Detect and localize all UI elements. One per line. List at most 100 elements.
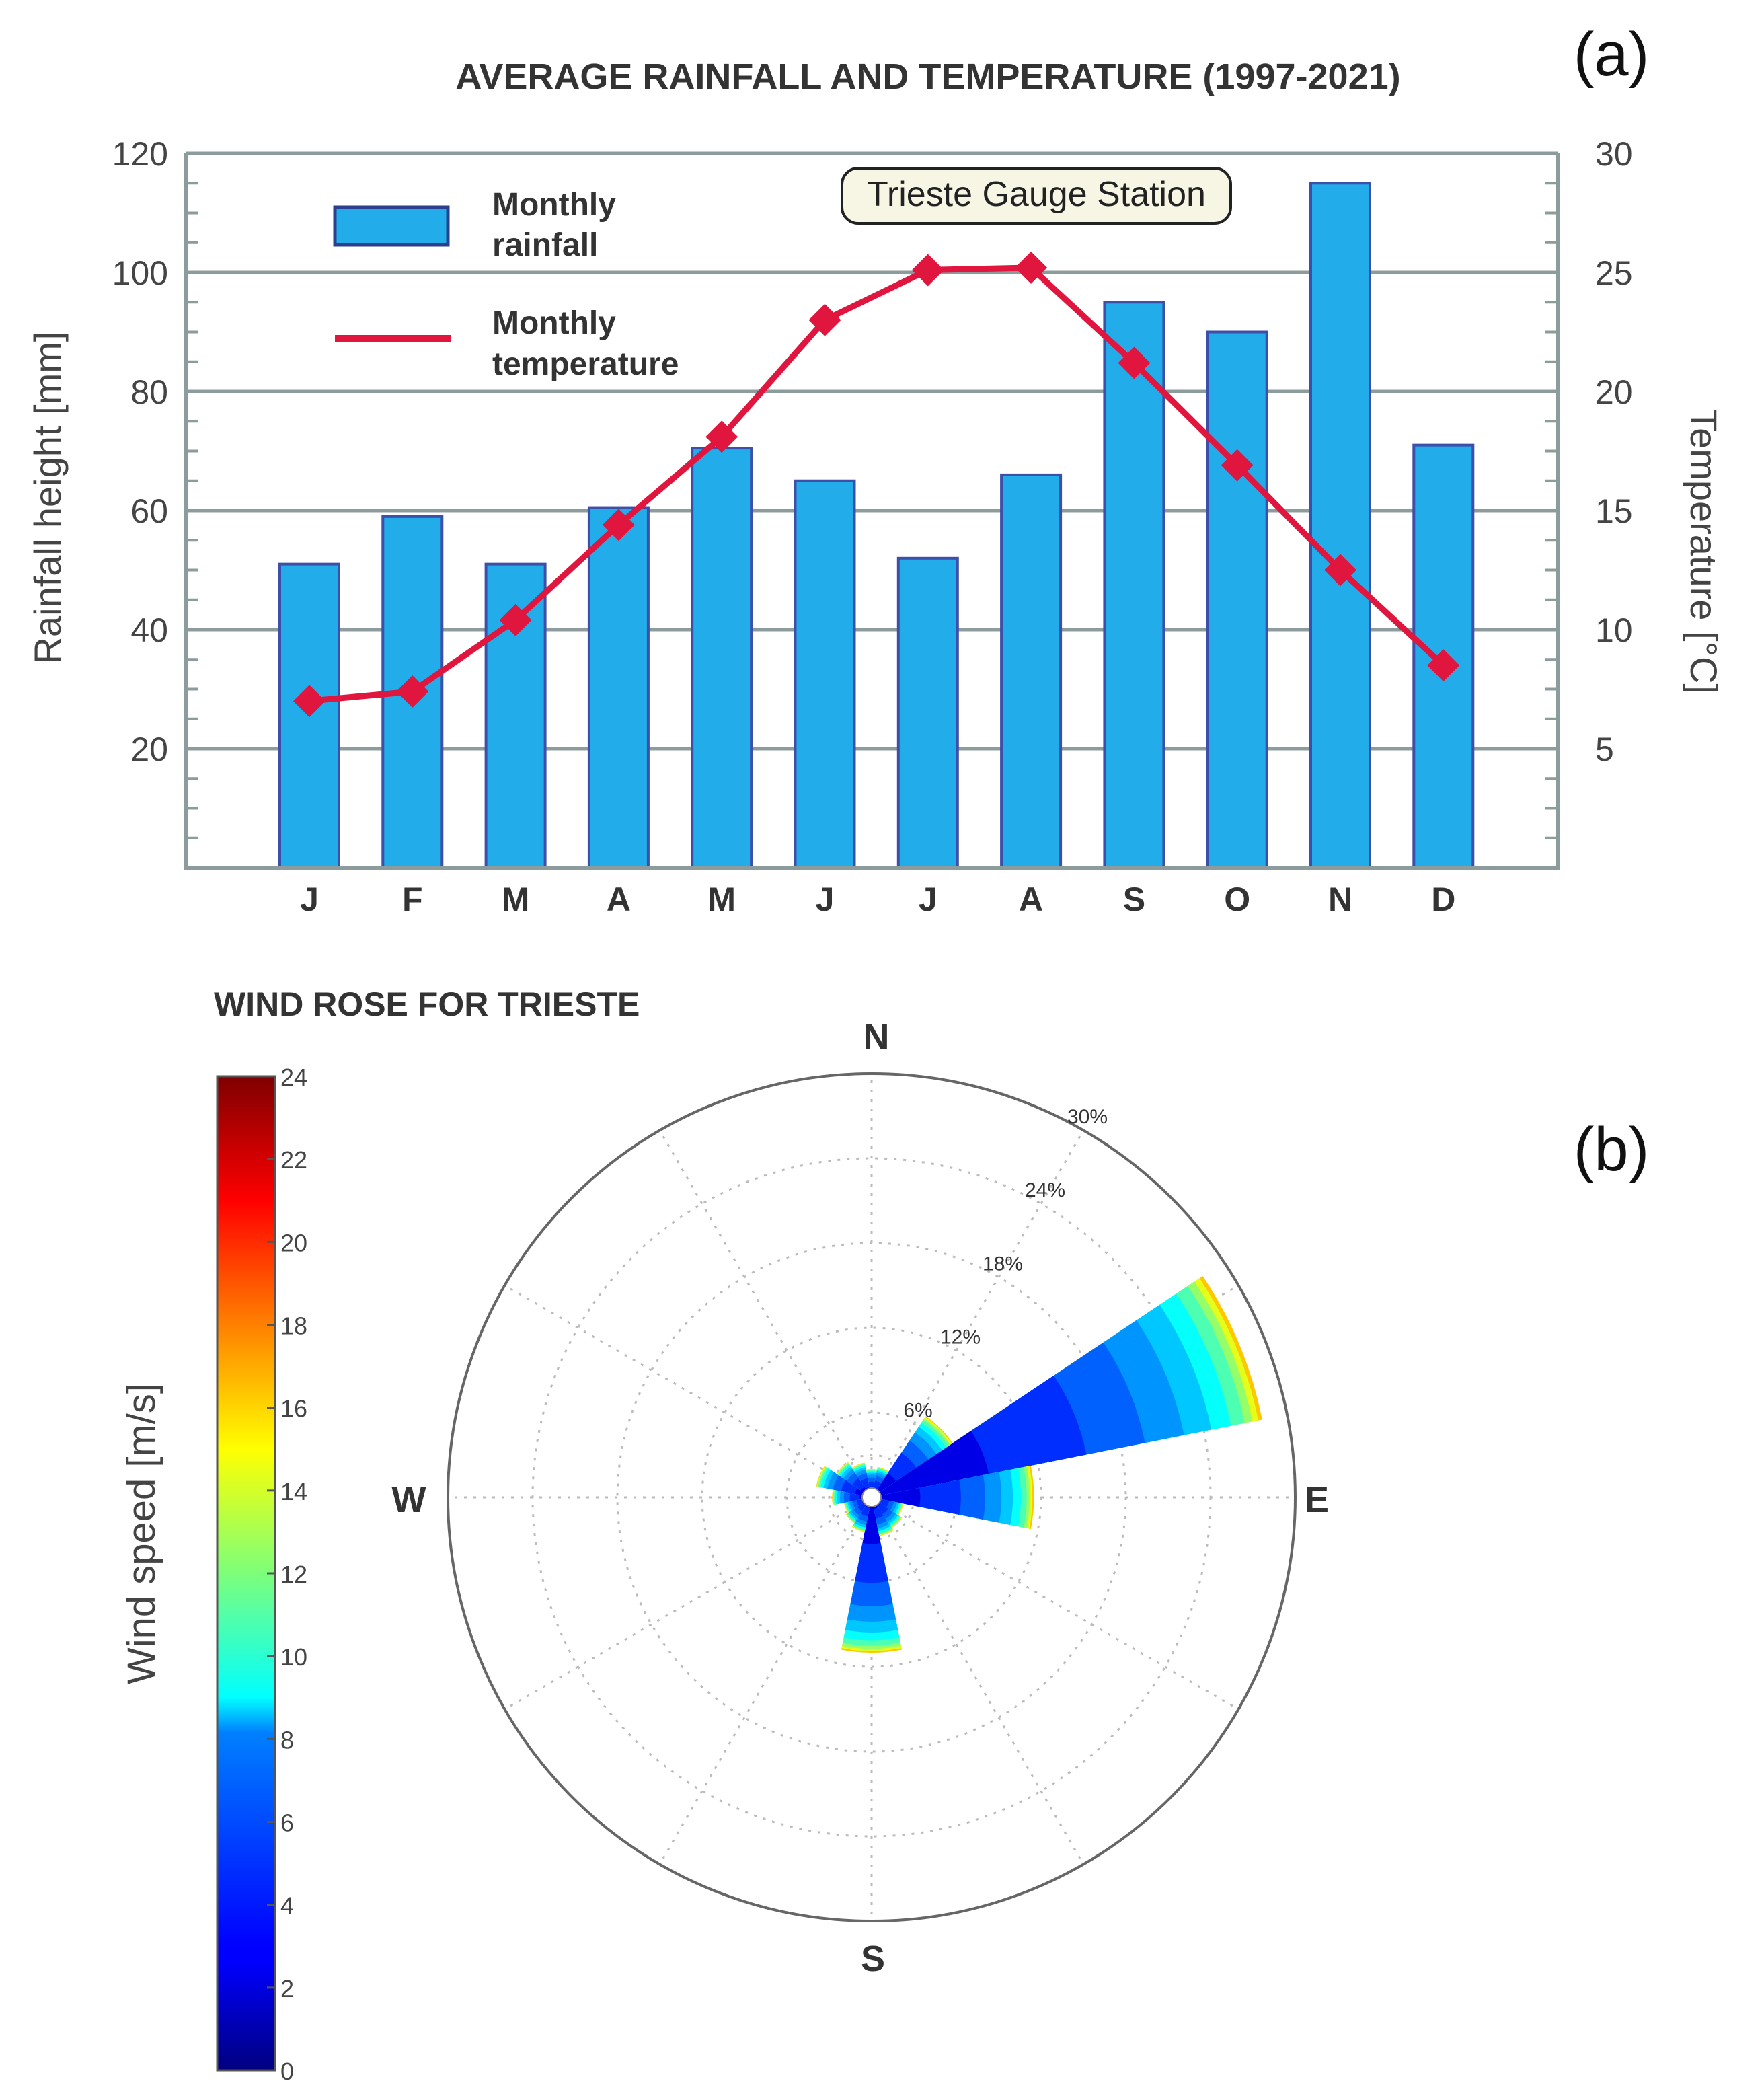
- rainfall-bar: [896, 556, 959, 869]
- station-annotation-box: [841, 167, 1232, 225]
- polar-spoke: [658, 1497, 873, 1865]
- chart-title: AVERAGE RAINFALL AND TEMPERATURE (1997-2…: [455, 57, 1400, 97]
- direction-label-w: W: [392, 1480, 426, 1520]
- colorbar-tick-label: 14: [280, 1478, 307, 1505]
- temperature-point: [1118, 346, 1151, 379]
- radial-tick-label: 6%: [903, 1399, 932, 1421]
- month-label: J: [300, 880, 319, 918]
- right-tick-label: 20: [1595, 373, 1633, 411]
- direction-label-n: N: [864, 1017, 890, 1057]
- rainfall-bar: [1206, 330, 1268, 869]
- temperature-point: [1015, 251, 1048, 284]
- station-annotation: Trieste Gauge Station: [841, 167, 1232, 225]
- colorbar-tick-label: 8: [280, 1726, 294, 1754]
- rainfall-bar: [587, 506, 650, 869]
- left-tick-label: 40: [130, 611, 168, 649]
- panel-label-a: (a): [1574, 20, 1649, 89]
- temperature-series-line: [309, 264, 1446, 704]
- radial-tick-labels: 6% 12% 18% 24% 30%: [903, 1106, 1108, 1421]
- legend-rainfall-label-line1: Monthly: [492, 187, 616, 223]
- temperature-point: [911, 254, 944, 287]
- center-marker: [861, 1487, 882, 1507]
- wind-sector-band: [872, 1431, 989, 1497]
- wind-sector-band: [862, 1497, 881, 1544]
- month-label: F: [402, 880, 423, 918]
- rainfall-bar: [1412, 443, 1475, 869]
- legend-temperature-label-line1: Monthly: [492, 305, 616, 341]
- polar-spoke: [504, 1284, 872, 1499]
- rainfall-bar: [1309, 182, 1371, 869]
- axes: [184, 153, 1560, 870]
- rainfall-bar: [794, 479, 856, 869]
- left-tick-label: 80: [130, 373, 168, 411]
- temperature-point: [396, 675, 429, 708]
- y-axis-label-left: Rainfall height [mm]: [26, 332, 69, 665]
- right-tick-label: 10: [1595, 611, 1633, 649]
- month-label: J: [816, 880, 835, 918]
- colorbar-tick-label: 6: [280, 1809, 294, 1837]
- left-tick-label: 120: [112, 135, 168, 173]
- colorbar-tick-label: 18: [280, 1312, 307, 1340]
- left-axis-ticks: 20 40 60 80 100 120: [112, 135, 168, 768]
- windrose-title: WIND ROSE FOR TRIESTE: [214, 985, 640, 1023]
- month-label: N: [1328, 880, 1352, 918]
- legend-rainfall-label-line2: rainfall: [492, 227, 598, 263]
- colorbar-tick-label: 4: [280, 1892, 294, 1920]
- month-label: J: [919, 880, 937, 918]
- polar-outer-ring: [447, 1072, 1297, 1922]
- month-label: D: [1431, 880, 1455, 918]
- polar-spoke: [870, 1497, 1085, 1865]
- left-tick-label: 20: [130, 730, 168, 768]
- month-label: O: [1224, 880, 1250, 918]
- right-axis-ticks: 5 10 15 20 25 30: [1595, 135, 1633, 768]
- wind-sectors: [816, 1275, 1262, 1653]
- temperature-line: [293, 251, 1460, 718]
- legend-rainfall-swatch: [333, 205, 450, 247]
- right-tick-label: 15: [1595, 492, 1633, 530]
- panel-label-b: (b): [1574, 1115, 1649, 1184]
- legend: Monthly rainfall Monthly temperature: [333, 187, 679, 382]
- colorbar-tick-label: 20: [280, 1229, 307, 1257]
- colorbar-tick-label: 24: [280, 1063, 307, 1091]
- colorbar-tick-label: 2: [280, 1975, 294, 2002]
- temperature-point: [705, 420, 738, 453]
- left-tick-label: 100: [112, 254, 168, 292]
- radial-tick-label: 24%: [1025, 1179, 1065, 1201]
- temperature-point: [1427, 649, 1460, 682]
- temperature-point: [499, 603, 532, 636]
- rainfall-bar: [1000, 473, 1063, 869]
- radial-tick-label: 12%: [940, 1326, 981, 1348]
- month-label: A: [607, 880, 631, 918]
- temperature-point: [1221, 449, 1254, 482]
- direction-label-e: E: [1305, 1480, 1329, 1520]
- colorbar: [216, 1075, 276, 2072]
- right-tick-label: 5: [1595, 730, 1614, 768]
- rainfall-temperature-chart: AVERAGE RAINFALL AND TEMPERATURE (1997-2…: [26, 20, 1725, 918]
- colorbar-tick-label: 10: [280, 1643, 307, 1671]
- month-label: S: [1123, 880, 1145, 918]
- polar-spoke: [658, 1129, 873, 1498]
- polar-spoke: [871, 1496, 1239, 1711]
- radial-tick-label: 30%: [1067, 1106, 1108, 1128]
- month-label: A: [1019, 880, 1043, 918]
- temperature-point: [808, 303, 841, 336]
- month-label: M: [707, 880, 736, 918]
- left-tick-label: 60: [130, 492, 168, 530]
- temperature-point: [293, 685, 325, 718]
- colorbar-tick-label: 0: [280, 2058, 294, 2085]
- right-tick-label: 25: [1595, 254, 1633, 292]
- legend-temperature-label-line2: temperature: [492, 346, 679, 382]
- rainfall-bars: [278, 182, 1475, 870]
- temperature-point: [602, 509, 635, 541]
- colorbar-tick-label: 16: [280, 1395, 307, 1423]
- colorbar-tick-label: 12: [280, 1561, 307, 1588]
- station-annotation-text: Trieste Gauge Station: [867, 175, 1206, 214]
- direction-label-s: S: [861, 1939, 885, 1979]
- colorbar-label: Wind speed [m/s]: [120, 1383, 163, 1684]
- wind-sector-band: [872, 1487, 921, 1507]
- wind-rose-chart: WIND ROSE FOR TRIESTE (b) 02468101214161…: [120, 985, 1649, 2085]
- colorbar-tick-label: 22: [280, 1146, 307, 1174]
